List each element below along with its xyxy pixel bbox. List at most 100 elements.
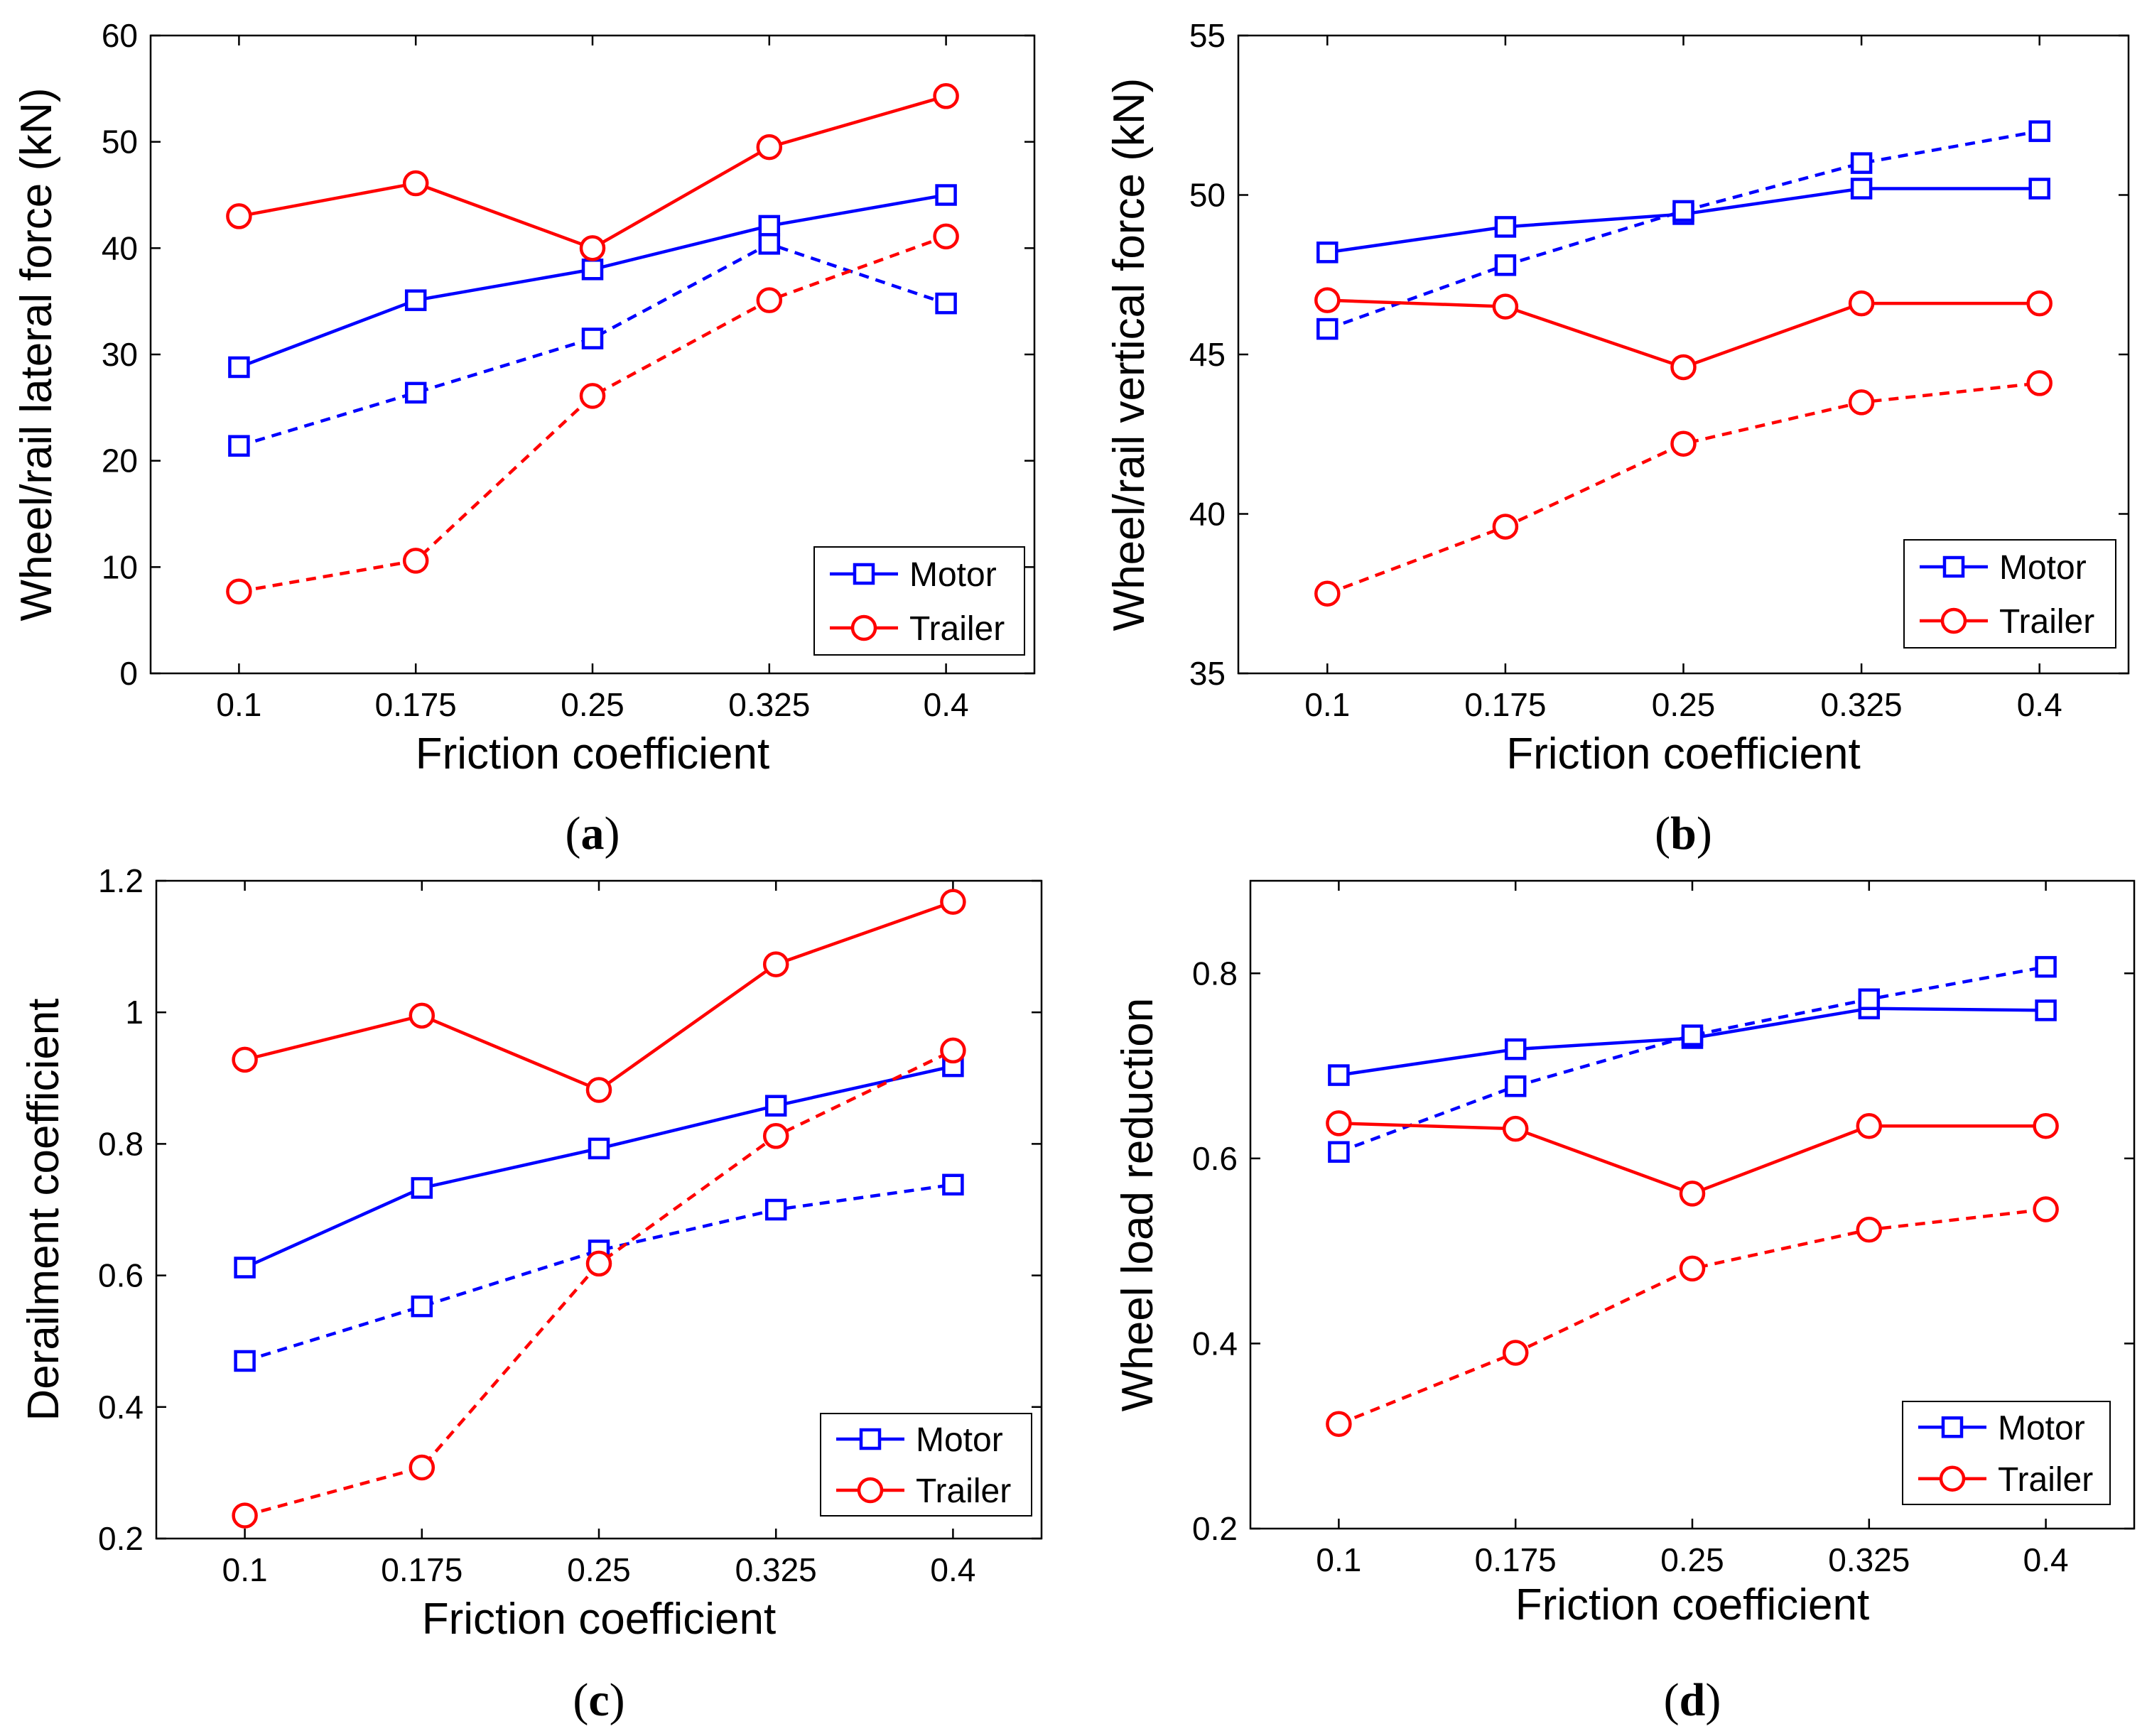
square-marker xyxy=(935,292,957,315)
circle-marker xyxy=(1670,354,1697,381)
square-marker xyxy=(1316,318,1339,340)
square-marker xyxy=(1672,200,1694,222)
legend-label-trailer: Trailer xyxy=(909,610,1005,648)
circle-marker xyxy=(226,203,252,229)
square-marker xyxy=(1328,1141,1350,1163)
y-tick-label: 40 xyxy=(102,229,138,266)
x-axis-title: Friction coefficient xyxy=(416,729,770,779)
x-tick-label: 0.175 xyxy=(1464,686,1546,723)
y-tick-label: 55 xyxy=(1189,17,1226,54)
circle-marker xyxy=(940,1037,966,1064)
series-motor-dashed xyxy=(234,1173,964,1372)
x-tick-label: 0.1 xyxy=(216,686,261,723)
square-marker xyxy=(228,435,250,457)
legend-box xyxy=(1902,1401,2111,1505)
circle-marker xyxy=(585,1077,612,1103)
circle-marker xyxy=(756,134,783,161)
y-tick-label: 35 xyxy=(1189,655,1226,692)
square-marker xyxy=(228,356,250,379)
square-marker xyxy=(1850,178,1873,200)
x-tick-label: 0.175 xyxy=(381,1551,463,1588)
x-tick-label: 0.25 xyxy=(1652,686,1716,723)
circle-marker xyxy=(2026,290,2053,317)
legend-circle-marker xyxy=(850,614,877,641)
series-line xyxy=(1326,129,2040,331)
series-line xyxy=(239,234,947,593)
square-marker xyxy=(2035,999,2057,1021)
series-line xyxy=(1326,381,2040,595)
square-marker xyxy=(588,1137,610,1160)
x-tick-label: 0.1 xyxy=(222,1551,268,1588)
panel-caption-letter: b xyxy=(1670,808,1697,859)
legend-box xyxy=(813,546,1025,656)
square-marker xyxy=(764,1198,787,1221)
legend: Motor Trailer xyxy=(1903,539,2116,649)
y-tick-label: 40 xyxy=(1189,496,1226,533)
series-motor-dashed xyxy=(228,233,957,457)
circle-marker xyxy=(1856,1113,1883,1139)
square-marker xyxy=(2028,178,2050,200)
circle-marker xyxy=(585,1250,612,1277)
circle-marker xyxy=(1848,389,1875,416)
y-tick-label: 0.2 xyxy=(98,1520,144,1557)
square-marker xyxy=(1328,1064,1350,1086)
series-trailer-solid xyxy=(226,83,959,261)
y-axis-title: Wheel load reduction xyxy=(1113,998,1162,1411)
square-marker xyxy=(1316,242,1339,264)
circle-marker xyxy=(1492,293,1519,320)
legend-square-marker xyxy=(859,1428,882,1450)
series-trailer-dashed xyxy=(226,223,959,605)
x-tick-label: 0.4 xyxy=(924,686,969,723)
x-tick-label: 0.175 xyxy=(375,686,457,723)
legend-square-marker xyxy=(853,563,875,585)
circle-marker xyxy=(1679,1181,1706,1207)
circle-marker xyxy=(579,383,606,409)
series-trailer-solid xyxy=(1326,1110,2059,1207)
panel-caption: (c) xyxy=(573,1674,624,1726)
legend-label-trailer: Trailer xyxy=(1998,1461,2093,1499)
x-tick-label: 0.175 xyxy=(1475,1541,1557,1578)
y-tick-label: 30 xyxy=(102,336,138,373)
y-tick-label: 0.6 xyxy=(98,1257,144,1294)
legend: Motor Trailer xyxy=(813,546,1025,656)
square-marker xyxy=(2028,120,2050,142)
legend-box xyxy=(1903,539,2116,649)
circle-marker xyxy=(933,83,959,109)
y-tick-label: 50 xyxy=(102,124,138,161)
circle-marker xyxy=(232,1502,258,1529)
circle-marker xyxy=(409,1002,436,1029)
square-marker xyxy=(234,1350,256,1372)
legend-label-trailer: Trailer xyxy=(1999,603,2094,641)
square-marker xyxy=(1494,254,1517,276)
chart-panel-b: 35 40 45 50 55 0.1 0.175 0.25 0.325 0.4 Friction c… xyxy=(1105,17,2130,859)
y-tick-label: 1.2 xyxy=(98,862,144,899)
legend: Motor Trailer xyxy=(820,1413,1032,1517)
legend-square-marker xyxy=(1941,1416,1964,1438)
series-trailer-dashed xyxy=(232,1037,966,1529)
y-tick-label: 10 xyxy=(102,548,138,585)
y-tick-label: 0.6 xyxy=(1192,1140,1238,1177)
square-marker xyxy=(1504,1075,1527,1097)
panel-caption: (a) xyxy=(566,808,620,859)
circle-marker xyxy=(402,548,429,574)
square-marker xyxy=(2035,955,2057,978)
y-tick-label: 0.8 xyxy=(1192,955,1238,992)
square-marker xyxy=(1681,1024,1704,1046)
x-tick-label: 0.4 xyxy=(2023,1541,2069,1578)
y-tick-label: 0.8 xyxy=(98,1125,144,1162)
x-tick-label: 0.4 xyxy=(2017,686,2062,723)
square-marker xyxy=(1504,1038,1527,1060)
x-tick-label: 0.325 xyxy=(1828,1541,1910,1578)
legend-label-motor: Motor xyxy=(916,1421,1003,1459)
circle-marker xyxy=(232,1046,258,1073)
circle-marker xyxy=(1856,1216,1883,1243)
circle-marker xyxy=(1314,580,1341,607)
circle-marker xyxy=(1670,430,1697,457)
y-axis-title: Wheel/rail lateral force (kN) xyxy=(12,87,61,621)
legend-label-motor: Motor xyxy=(909,556,997,594)
square-marker xyxy=(758,233,781,255)
legend-circle-marker xyxy=(1940,607,1967,634)
circle-marker xyxy=(2033,1113,2059,1139)
series-motor-solid xyxy=(234,1055,964,1279)
